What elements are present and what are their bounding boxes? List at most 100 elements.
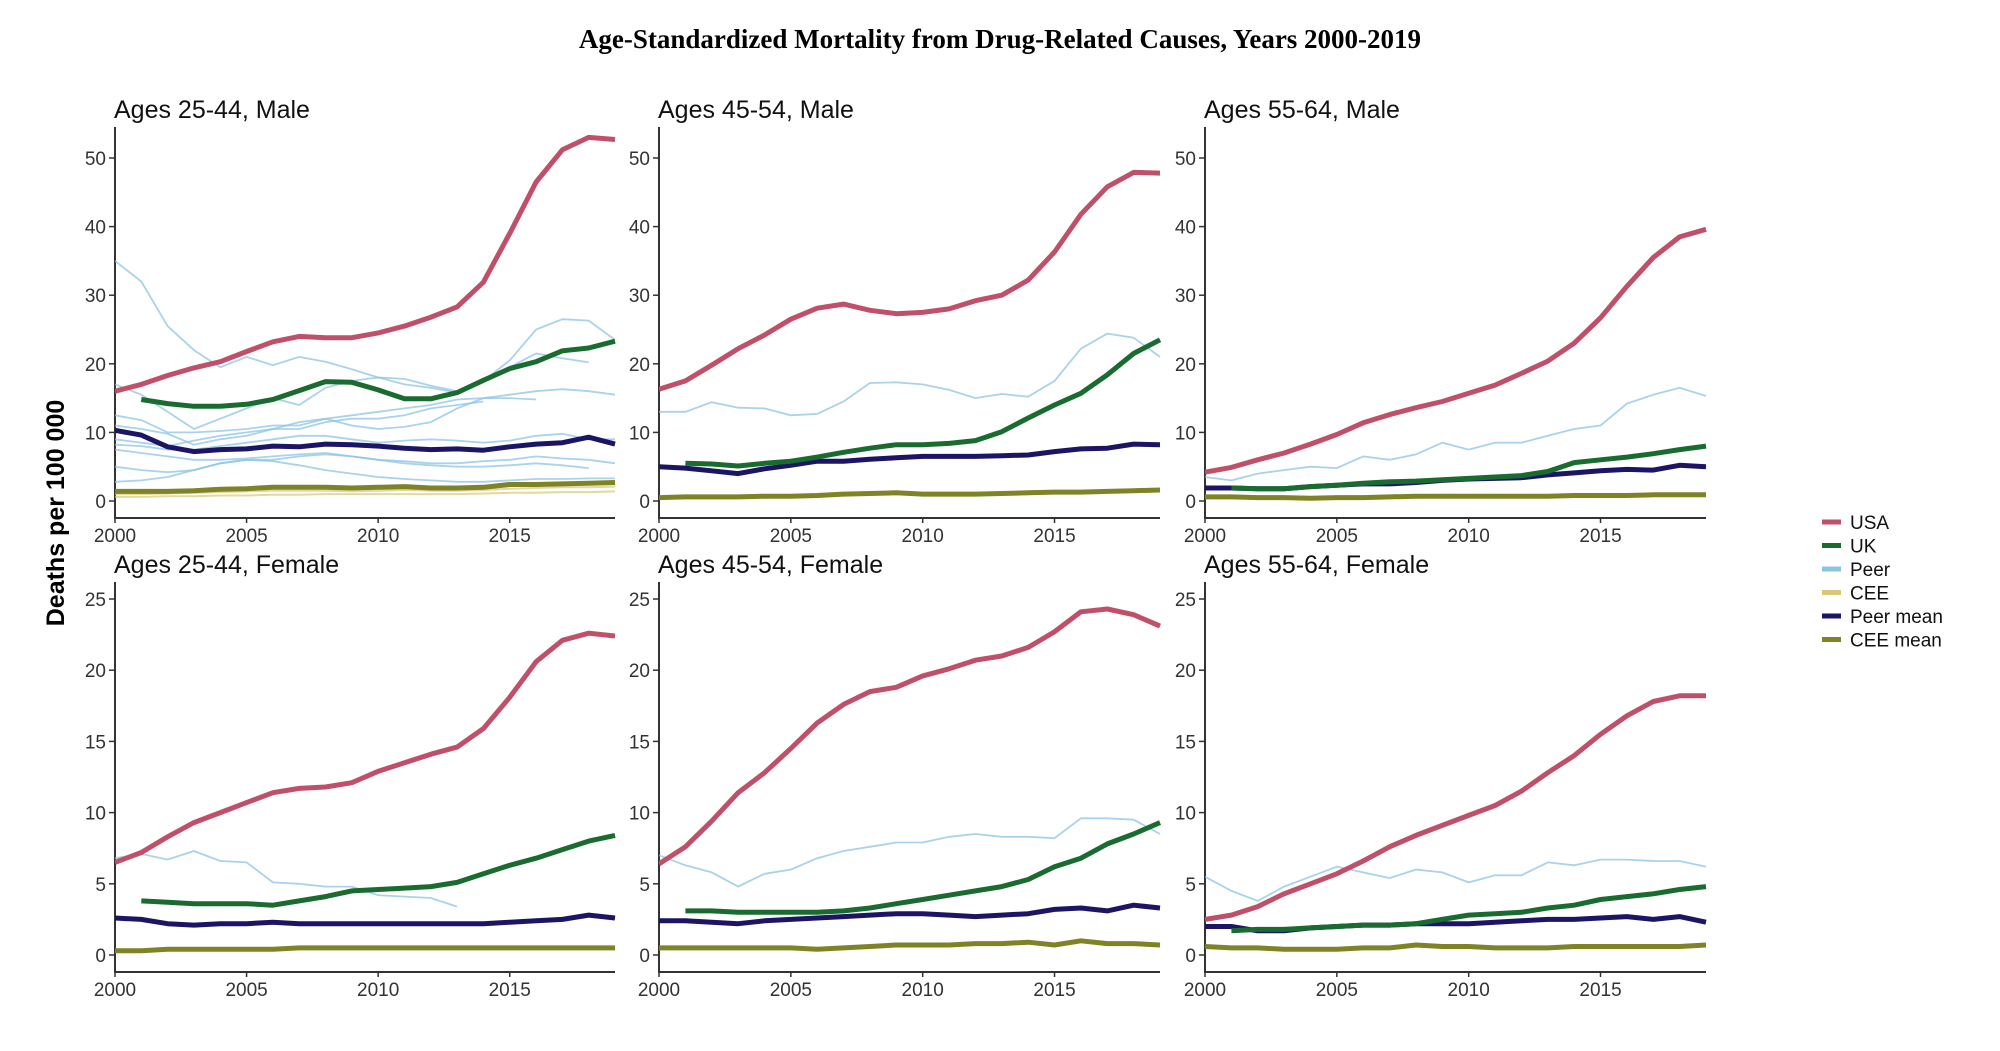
y-tick-label: 5 — [639, 875, 650, 896]
y-axis-label: Deaths per 100 000 — [42, 400, 70, 627]
y-tick-label: 40 — [1175, 218, 1196, 239]
x-tick-label: 2005 — [770, 526, 812, 547]
x-tick-label: 2010 — [357, 980, 399, 1001]
peer-country-line — [115, 397, 537, 446]
x-tick-label: 2000 — [94, 980, 136, 1001]
peer-country-line — [115, 388, 616, 434]
y-tick-label: 5 — [1185, 875, 1196, 896]
peer-country-line — [1205, 386, 1707, 482]
y-tick-label: 30 — [1175, 286, 1196, 307]
y-tick-label: 50 — [1175, 149, 1196, 170]
plot-area — [1205, 226, 1707, 501]
y-tick-label: 15 — [1175, 732, 1196, 753]
y-tick-label: 25 — [629, 590, 650, 611]
plot-area — [659, 169, 1162, 501]
y-tick-label: 40 — [85, 218, 106, 239]
peer-country-line — [115, 458, 615, 483]
series-usa-line — [659, 606, 1161, 866]
legend-label: Peer — [1850, 560, 1891, 581]
series-cee-mean-line — [1205, 942, 1707, 952]
x-tick-label: 2015 — [489, 526, 531, 547]
y-tick-label: 25 — [1175, 590, 1196, 611]
panel-title: Ages 55-64, Female — [1204, 551, 1429, 579]
x-tick-label: 2005 — [225, 980, 267, 1001]
x-tick-label: 2005 — [225, 526, 267, 547]
peer-country-line — [1205, 858, 1707, 902]
y-tick-label: 30 — [85, 286, 106, 307]
series-cee-mean-line — [659, 487, 1161, 501]
panel-title: Ages 45-54, Male — [658, 96, 854, 124]
x-tick-label: 2005 — [1316, 980, 1358, 1001]
panel-title: Ages 25-44, Male — [114, 96, 310, 124]
y-tick-label: 50 — [85, 149, 106, 170]
legend-label: UK — [1850, 537, 1877, 558]
y-tick-label: 5 — [95, 875, 106, 896]
series-usa-line — [115, 134, 616, 394]
y-tick-label: 0 — [95, 492, 106, 513]
y-tick-label: 40 — [629, 218, 650, 239]
series-uk-line — [685, 337, 1162, 469]
y-tick-label: 0 — [639, 946, 650, 967]
panel-5: Ages 45-54, Female 0 5 10 15 20 25 2000 2005 2010… — [629, 551, 1161, 1001]
x-tick-label: 2005 — [1316, 526, 1358, 547]
series-peer-mean-line — [115, 427, 616, 455]
series-uk-line — [1231, 443, 1707, 492]
panel-2: Ages 45-54, Male 0 10 20 30 40 50 2000 2005 2010 2… — [629, 96, 1162, 547]
legend-item: CEE mean — [1822, 631, 1942, 652]
y-tick-label: 10 — [1175, 804, 1196, 825]
legend-item: Peer — [1822, 560, 1891, 581]
x-tick-label: 2000 — [94, 526, 136, 547]
plot-area — [659, 606, 1161, 952]
panel-1: Ages 25-44, Male 0 10 20 30 40 50 2000 2005 2010 2… — [85, 96, 616, 547]
x-tick-label: 2010 — [1448, 526, 1490, 547]
x-tick-label: 2000 — [638, 980, 680, 1001]
series-cee-mean-line — [115, 480, 616, 494]
legend-item: CEE — [1822, 584, 1889, 605]
y-tick-label: 20 — [85, 355, 106, 376]
y-tick-label: 20 — [85, 661, 106, 682]
peer-country-line — [115, 400, 484, 448]
y-tick-label: 0 — [1185, 946, 1196, 967]
series-usa-line — [659, 169, 1161, 392]
y-tick-label: 15 — [85, 732, 106, 753]
plot-area — [1205, 693, 1707, 952]
x-tick-label: 2015 — [1579, 526, 1621, 547]
cee-country-line — [115, 490, 616, 498]
peer-country-line — [659, 332, 1161, 417]
series-uk-line — [140, 338, 616, 409]
y-tick-label: 0 — [95, 946, 106, 967]
x-tick-label: 2015 — [1033, 526, 1075, 547]
x-tick-label: 2015 — [1579, 980, 1621, 1001]
x-tick-label: 2005 — [770, 980, 812, 1001]
chart-title: Age-Standardized Mortality from Drug-Rel… — [579, 24, 1421, 54]
plot-area — [115, 134, 616, 498]
legend-label: CEE mean — [1850, 631, 1942, 652]
y-tick-label: 20 — [1175, 355, 1196, 376]
y-tick-label: 10 — [1175, 423, 1196, 444]
x-tick-label: 2010 — [357, 526, 399, 547]
panel-4: Ages 25-44, Female 0 5 10 15 20 25 2000 2005 2010… — [85, 551, 616, 1001]
series-peer-mean-line — [115, 912, 616, 928]
series-peer-mean-line — [659, 441, 1161, 477]
y-tick-label: 10 — [629, 423, 650, 444]
series-uk-line — [1231, 884, 1707, 934]
y-tick-label: 20 — [629, 355, 650, 376]
series-usa-line — [1205, 693, 1706, 922]
x-tick-label: 2010 — [902, 980, 944, 1001]
y-tick-label: 20 — [1175, 661, 1196, 682]
y-tick-label: 10 — [629, 804, 650, 825]
series-cee-mean-line — [1205, 492, 1706, 501]
y-tick-label: 0 — [639, 492, 650, 513]
y-tick-label: 20 — [629, 661, 650, 682]
x-tick-label: 2000 — [1184, 526, 1226, 547]
panel-title: Ages 55-64, Male — [1204, 96, 1400, 124]
panel-3: Ages 55-64, Male 0 10 20 30 40 50 2000 2005 2010 2… — [1175, 96, 1707, 547]
legend-label: Peer mean — [1850, 607, 1943, 628]
legend-label: USA — [1850, 513, 1889, 534]
legend-item: Peer mean — [1822, 607, 1943, 628]
x-tick-label: 2015 — [489, 980, 531, 1001]
panel-title: Ages 25-44, Female — [114, 551, 339, 579]
